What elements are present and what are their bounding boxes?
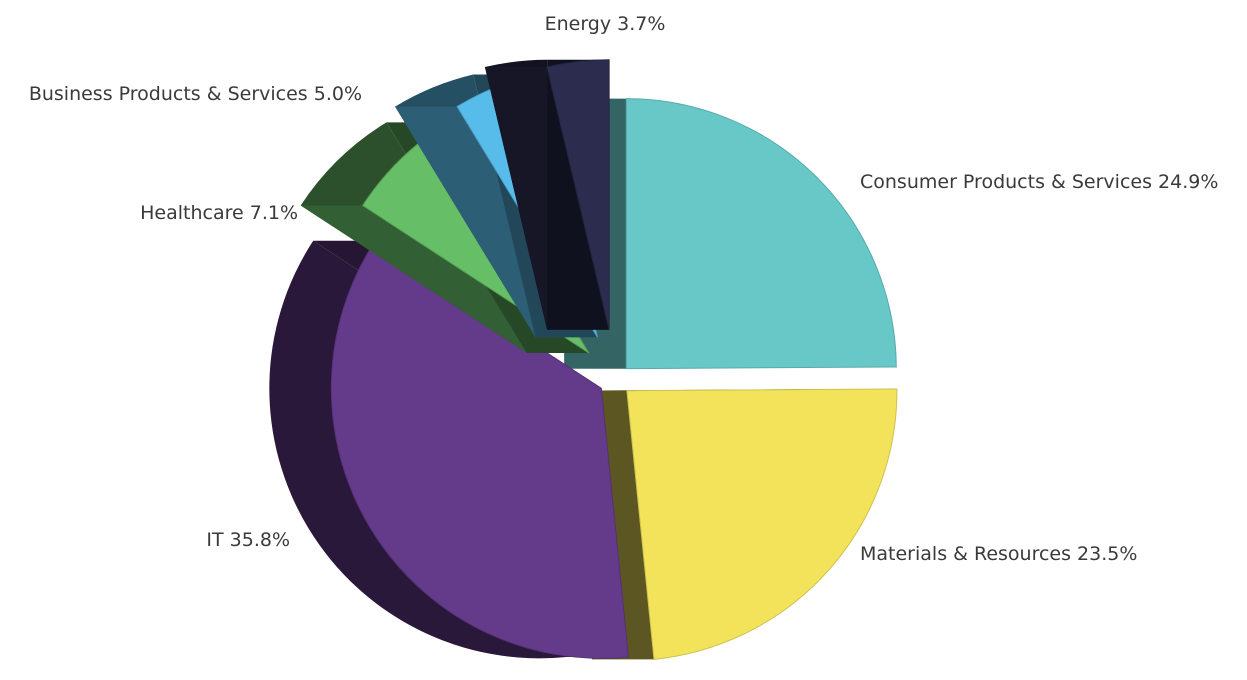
slice-energy [484, 59, 610, 330]
slice-label-it: IT 35.8% [206, 529, 290, 551]
slice-face-consumer-products-services [625, 98, 897, 370]
slice-label-materials-resources: Materials & Resources 23.5% [860, 543, 1137, 565]
slice-label-business-products-services: Business Products & Services 5.0% [29, 83, 362, 105]
slice-label-healthcare: Healthcare 7.1% [140, 202, 298, 224]
slice-label-consumer-products-services: Consumer Products & Services 24.9% [860, 171, 1218, 193]
slice-it [269, 240, 629, 659]
slice-consumer-products-services [564, 98, 897, 370]
slice-face-energy [546, 59, 610, 330]
slice-label-energy: Energy 3.7% [545, 13, 666, 35]
slice-face-materials-resources [626, 388, 898, 660]
pie-labels: Consumer Products & Services 24.9% Materi… [29, 13, 1219, 565]
pie-slices [269, 59, 898, 660]
slice-face-it [330, 240, 629, 659]
